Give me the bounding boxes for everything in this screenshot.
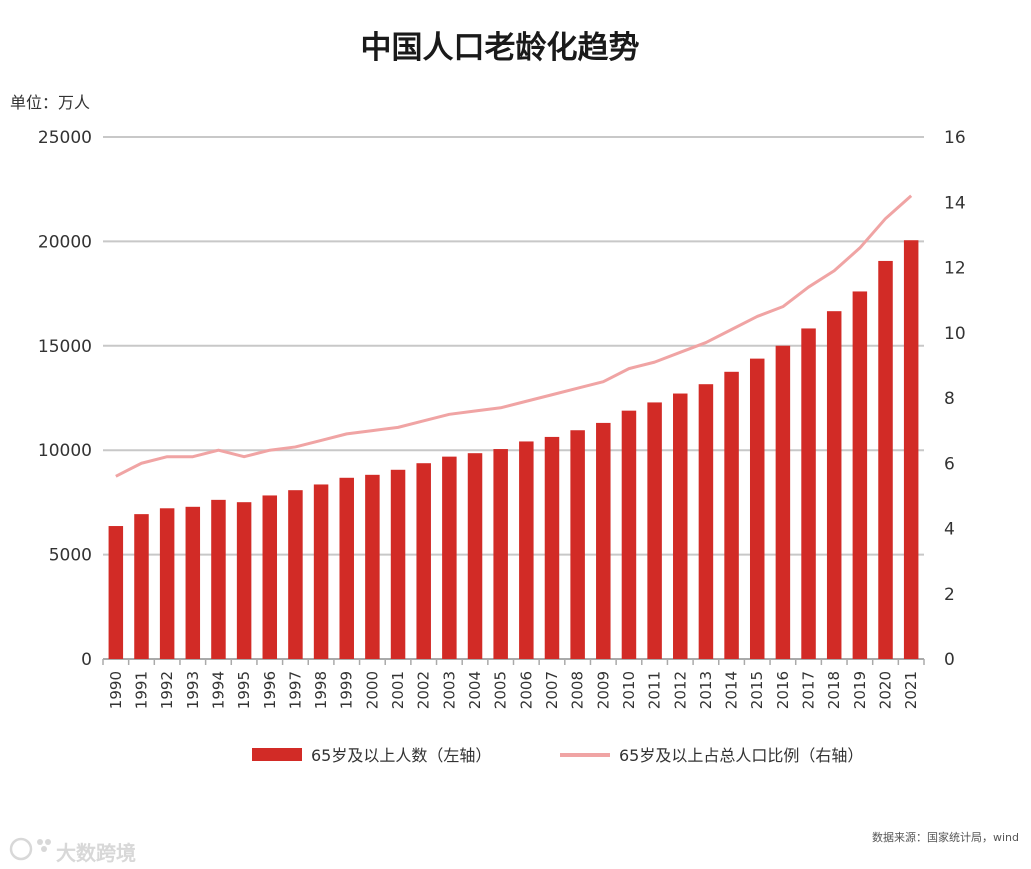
x-tick-label: 1997 [286,671,304,709]
unit-label: 单位：万人 [10,93,90,112]
bar [801,328,816,659]
x-axis-ticks: 1990 1991 1992 1993 1994 1995 1996 1997 1998 1999… [107,671,920,709]
x-tick-label: 2001 [389,671,407,709]
x-tick-label: 2017 [800,671,818,709]
left-tick-label: 0 [81,650,92,670]
x-tick-label: 1998 [312,671,330,709]
x-tick-label: 2005 [492,671,510,709]
x-tick-label: 1996 [261,671,279,709]
bar [339,477,354,659]
right-tick-label: 4 [944,520,955,540]
legend-bar-label: 65岁及以上人数（左轴） [311,746,491,765]
watermark: 大数跨境 [9,837,136,865]
left-tick-label: 5000 [49,546,92,566]
left-tick-label: 10000 [38,441,92,461]
bar [673,393,688,659]
bar [775,345,791,659]
right-tick-label: 0 [944,650,955,670]
bar [544,436,560,659]
x-tick-label: 1992 [158,671,176,709]
bar [519,441,534,659]
left-tick-label: 25000 [38,128,92,148]
bar [185,506,201,659]
x-tick-label: 2007 [543,671,561,709]
right-tick-label: 8 [944,389,955,409]
left-tick-label: 15000 [38,337,92,357]
bar [390,469,406,659]
x-tick-label: 1994 [209,671,227,709]
bar [365,474,380,659]
bar [852,291,868,659]
right-tick-label: 10 [944,324,966,344]
x-tick-label: 2006 [517,671,535,709]
bar [698,384,714,659]
x-tick-label: 2003 [440,671,458,709]
x-tick-label: 1991 [132,671,150,709]
chart-title: 中国人口老龄化趋势 [361,30,640,66]
bar [724,371,739,659]
bar [288,490,303,659]
bar [442,456,457,659]
bar [493,449,508,659]
watermark-text: 大数跨境 [56,841,136,865]
x-tick-label: 2011 [646,671,664,709]
bar [749,358,765,659]
x-tick-label: 2008 [569,671,587,709]
source-note: 数据来源：国家统计局，wind [872,830,1019,844]
bar [621,410,637,659]
x-tick-label: 1993 [184,671,202,709]
x-tick-label: 2004 [466,671,484,709]
right-axis-ticks: 0 2 4 6 8 10 12 14 16 [944,128,966,670]
grid-lines [102,136,925,665]
bar [236,502,252,659]
bar [903,240,919,659]
bar [262,495,278,659]
bar [313,484,329,659]
legend-line-label: 65岁及以上占总人口比例（右轴） [619,746,863,765]
right-tick-label: 6 [944,454,955,474]
bar [596,422,611,659]
x-tick-label: 2015 [748,671,766,709]
x-tick-label: 2002 [415,671,433,709]
bar [134,514,149,659]
ratio-line [115,194,913,478]
right-tick-label: 14 [944,193,966,213]
right-tick-label: 16 [944,128,966,148]
left-tick-label: 20000 [38,232,92,252]
x-tick-label: 2018 [825,671,843,709]
x-tick-label: 2010 [620,671,638,709]
x-tick-label: 2019 [851,671,869,709]
x-tick-label: 2009 [594,671,612,709]
x-tick-label: 2012 [671,671,689,709]
bar [826,311,842,659]
watermark-logo-icon [9,837,51,861]
bar [878,260,893,659]
x-tick-label: 2014 [723,671,741,709]
bar [570,430,585,659]
legend: 65岁及以上人数（左轴） 65岁及以上占总人口比例（右轴） [252,746,863,765]
bar [108,526,124,659]
x-tick-label: 2020 [877,671,895,709]
bar [211,499,226,659]
x-tick-label: 1999 [338,671,356,709]
legend-bar-swatch [252,748,302,761]
x-tick-label: 1990 [107,671,125,709]
line-series [115,194,913,478]
x-tick-label: 2021 [902,671,920,709]
x-tick-label: 1995 [235,671,253,709]
bar-series [108,240,919,659]
x-tick-label: 2013 [697,671,715,709]
right-tick-label: 12 [944,259,966,279]
right-tick-label: 2 [944,585,955,605]
x-tick-label: 2000 [363,671,381,709]
bar [467,453,483,659]
x-tick-label: 2016 [774,671,792,709]
bar [647,402,662,659]
bar [159,508,175,659]
left-axis-ticks: 0 5000 10000 15000 20000 25000 [38,128,92,670]
bar [416,463,431,659]
